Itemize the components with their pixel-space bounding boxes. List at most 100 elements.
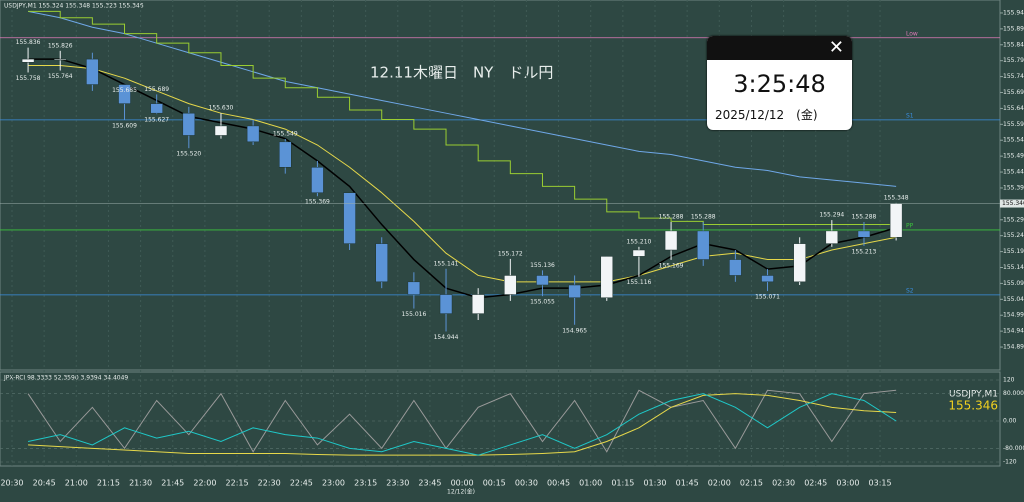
x-tick-label: 23:15 <box>354 479 377 488</box>
y-tick-label: 155.445 <box>1003 169 1024 176</box>
y-tick-label: 155.795 <box>1003 57 1024 64</box>
chart-header: USDJPY,M1 155.324 155.348 155.323 155.34… <box>4 3 144 10</box>
candle-body <box>375 243 388 283</box>
candle-body <box>600 256 614 298</box>
y-tick-label: 155.545 <box>1003 137 1024 144</box>
ma-line <box>28 64 897 283</box>
x-tick-label: 20:45 <box>33 479 56 488</box>
candle-body <box>889 203 903 238</box>
y-tick-label: 154.945 <box>1003 328 1024 335</box>
candle-body <box>471 294 485 314</box>
x-tick-label: 00:15 <box>483 479 506 488</box>
low-label: 155.016 <box>401 311 426 318</box>
x-tick-label: 00:45 <box>547 479 570 488</box>
low-label: 155.213 <box>852 248 877 255</box>
candle-body <box>118 84 131 104</box>
low-label: 155.071 <box>755 294 780 301</box>
clock-date: 2025/12/12 (金) <box>715 108 818 122</box>
level-label: PP <box>906 222 914 229</box>
candle-body <box>279 141 292 168</box>
y-tick-label: 155.295 <box>1003 216 1024 223</box>
rci-tick-label: 120 <box>1003 377 1015 384</box>
x-tick-label: 03:00 <box>836 479 859 488</box>
low-label: 155.520 <box>176 151 201 158</box>
y-tick-label: 155.695 <box>1003 89 1024 96</box>
x-tick-label: 01:15 <box>611 479 634 488</box>
x-tick-label: 21:15 <box>97 479 120 488</box>
candle-body <box>407 281 421 295</box>
rci-panel <box>0 371 1001 467</box>
last-price: 155.346 <box>948 399 998 413</box>
candle-body <box>729 259 742 276</box>
high-label: 155.288 <box>659 214 684 221</box>
clock-widget: ✕ 3:25:48 2025/12/12 (金) <box>707 36 852 130</box>
ma-line <box>28 58 897 299</box>
y-tick-label: 155.145 <box>1003 264 1024 271</box>
candle-body <box>439 294 453 314</box>
candle-body <box>857 230 871 238</box>
candle-body <box>343 192 356 244</box>
close-button[interactable]: ✕ <box>828 37 844 58</box>
y-tick-label: 155.095 <box>1003 280 1024 287</box>
low-label: 154.944 <box>434 334 459 341</box>
x-tick-label: 22:30 <box>258 479 281 488</box>
ma-line <box>27 10 897 187</box>
y-tick-label: 155.745 <box>1003 73 1024 80</box>
high-label: 155.348 <box>884 194 909 201</box>
y-tick-label: 154.895 <box>1003 344 1024 351</box>
candle-body <box>568 284 581 298</box>
x-tick-label: 00:00 <box>451 479 474 488</box>
y-tick-label: 155.245 <box>1003 232 1024 239</box>
candle-body <box>632 249 646 257</box>
candle-body <box>664 230 678 251</box>
annotation: 12.11木曜日 NY ドル円 <box>370 64 553 82</box>
ma-line <box>28 10 897 226</box>
y-tick-label: 155.195 <box>1003 248 1024 255</box>
candle-body <box>311 167 324 193</box>
high-label: 155.685 <box>112 87 137 94</box>
clock-time: 3:25:48 <box>733 70 826 98</box>
y-tick-label: 155.045 <box>1003 296 1024 303</box>
high-label: 155.141 <box>434 260 459 267</box>
date-label: 12/12(金) <box>447 488 475 496</box>
level-label: S2 <box>906 287 914 294</box>
high-label: 155.172 <box>498 250 523 257</box>
low-label: 155.758 <box>16 75 41 82</box>
x-tick-label: 21:00 <box>65 479 88 488</box>
x-tick-label: 02:45 <box>804 479 827 488</box>
candle-body <box>150 103 163 114</box>
rci-tick-label: 0.00 <box>1003 418 1017 425</box>
low-label: 155.055 <box>530 299 555 306</box>
rci-title: JPX-RCI 98.3333 52.3590 3.9394 34.4049 <box>3 375 128 382</box>
x-tick-label: 23:00 <box>322 479 345 488</box>
x-tick-label: 22:15 <box>226 479 249 488</box>
candle-body <box>246 125 260 143</box>
candle-body <box>761 275 774 283</box>
last-price-tag: 155.346 <box>1002 200 1024 207</box>
y-tick-label: 155.595 <box>1003 121 1024 128</box>
high-label: 155.288 <box>852 214 877 221</box>
level-label: S1 <box>906 112 914 119</box>
x-tick-label: 01:00 <box>579 479 602 488</box>
high-label: 155.549 <box>273 130 298 137</box>
y-tick-label: 155.845 <box>1003 41 1024 48</box>
x-tick-label: 00:30 <box>515 479 538 488</box>
clock-header: ✕ <box>707 36 852 60</box>
candle-body <box>793 243 806 283</box>
y-tick-label: 155.945 <box>1003 9 1024 16</box>
high-label: 155.210 <box>627 238 652 245</box>
x-tick-label: 21:30 <box>129 479 152 488</box>
low-label: 155.116 <box>627 279 652 286</box>
x-tick-label: 01:30 <box>643 479 666 488</box>
last-price-box <box>1000 199 1024 208</box>
low-label: 154.965 <box>562 327 587 334</box>
low-label: 155.764 <box>48 73 73 80</box>
x-tick-label: 20:30 <box>0 479 23 488</box>
rci-line <box>27 389 897 453</box>
low-label: 155.627 <box>144 117 169 124</box>
x-tick-label: 02:30 <box>772 479 795 488</box>
symbol-title: USDJPY,M1 <box>949 390 998 400</box>
